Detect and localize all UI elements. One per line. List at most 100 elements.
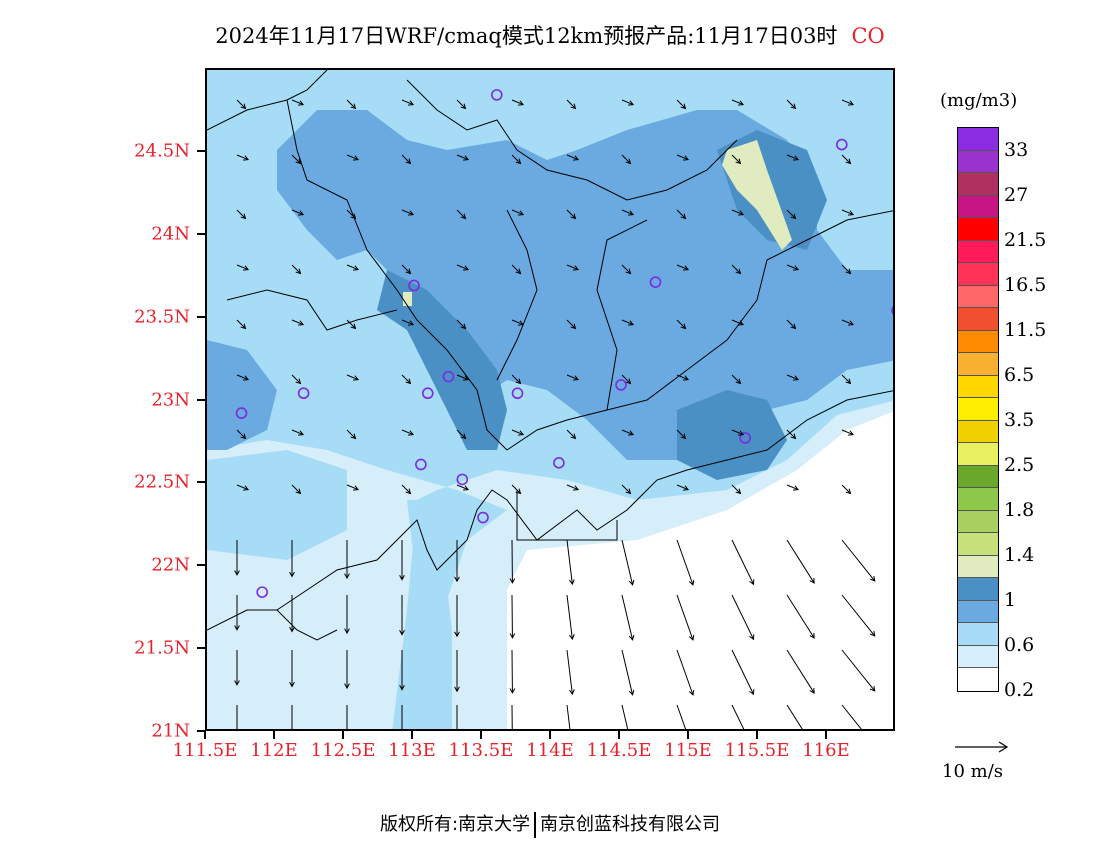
- wind-arrow-head: [573, 375, 580, 381]
- wind-arrow-head: [735, 488, 742, 495]
- wind-arrow: [456, 99, 466, 109]
- wind-arrow-head: [573, 485, 580, 491]
- wind-arrow-head: [408, 320, 415, 326]
- wind-arrow: [566, 649, 573, 695]
- wind-arrow: [236, 99, 246, 109]
- wind-arrow: [621, 154, 631, 164]
- wind-arrow: [566, 484, 579, 491]
- wind-arrow-head: [738, 430, 745, 436]
- wind-arrow: [841, 209, 854, 216]
- wind-arrow-head: [628, 100, 635, 106]
- wind-arrow-head: [295, 378, 302, 385]
- coastline-south: [207, 609, 338, 641]
- legend-swatch: [958, 420, 998, 443]
- wind-arrow: [346, 154, 359, 161]
- wind-arrow: [731, 374, 741, 384]
- wind-arrow-head: [809, 632, 815, 639]
- wind-arrow-head: [234, 680, 240, 686]
- lon-tick-label: 113.5E: [448, 740, 514, 761]
- wind-arrow-head: [289, 626, 295, 633]
- legend-swatch: [958, 375, 998, 398]
- legend-swatch: [958, 353, 998, 376]
- wind-arrow-head: [680, 323, 687, 330]
- wind-arrow-head: [628, 320, 635, 326]
- wind-arrow-head: [408, 100, 415, 106]
- wind-arrow: [566, 264, 579, 271]
- wind-arrow: [786, 154, 799, 161]
- wind-arrow: [456, 209, 466, 219]
- wind-arrow: [786, 704, 803, 729]
- legend-swatch: [958, 263, 998, 286]
- wind-arrow: [511, 319, 524, 326]
- wind-arrow: [566, 209, 576, 219]
- legend-swatch: [958, 195, 998, 218]
- legend-swatch: [958, 555, 998, 578]
- wind-arrow: [346, 99, 356, 109]
- station-marker: [553, 457, 565, 469]
- boundary-line: [506, 210, 893, 451]
- wind-arrow-head: [735, 378, 742, 385]
- wind-arrow: [511, 154, 521, 164]
- wind-arrow-head: [298, 100, 305, 106]
- lat-tick-mark: [197, 481, 205, 484]
- wind-arrow-head: [298, 320, 305, 326]
- wind-arrow-head: [515, 488, 522, 495]
- wind-arrow-head: [793, 155, 800, 161]
- wind-arrow-head: [688, 579, 695, 586]
- level-1-region-east: [677, 390, 787, 480]
- legend-swatch: [958, 510, 998, 533]
- wind-arrow-head: [845, 488, 852, 495]
- wind-arrow: [676, 209, 686, 219]
- legend-swatch: [958, 150, 998, 173]
- wind-arrow-head: [628, 634, 635, 641]
- wind-arrow: [566, 594, 573, 640]
- lon-tick-label: 111.5E: [172, 740, 238, 761]
- wind-arrow: [841, 594, 876, 637]
- station-marker: [739, 432, 752, 444]
- wind-arrow-head: [243, 375, 250, 381]
- wind-arrow: [566, 154, 579, 161]
- wind-arrow: [291, 374, 301, 384]
- wind-arrow-head: [350, 433, 357, 440]
- wind-arrow-head: [628, 210, 635, 216]
- wind-arrow-head: [243, 155, 250, 161]
- wind-arrow: [731, 99, 744, 106]
- legend-label: 0.6: [1004, 633, 1035, 656]
- legend-swatch: [958, 600, 998, 623]
- wind-arrow-head: [295, 158, 302, 165]
- wind-arrow: [621, 484, 631, 494]
- map-panel: [205, 68, 895, 731]
- wind-arrow-head: [793, 375, 800, 381]
- wind-reference-label: 10 m/s: [942, 761, 1003, 782]
- station-marker: [297, 387, 310, 400]
- wind-arrow: [676, 704, 687, 729]
- legend-swatch: [958, 488, 998, 511]
- wind-arrow: [731, 594, 754, 640]
- lon-tick-label: 114E: [526, 740, 574, 761]
- station-marker: [415, 458, 427, 471]
- boundary-line: [226, 289, 398, 331]
- wind-arrow: [346, 429, 356, 439]
- lat-tick-mark: [197, 564, 205, 567]
- legend-swatch: [958, 398, 998, 421]
- wind-arrow: [346, 374, 359, 381]
- wind-arrow-head: [749, 634, 755, 641]
- wind-arrow-head: [683, 155, 690, 161]
- wind-arrow: [566, 319, 576, 329]
- lat-tick-label: 21.5N: [134, 637, 190, 659]
- lon-tick-mark: [273, 731, 275, 739]
- wind-arrow-head: [625, 158, 632, 165]
- station-marker: [256, 586, 269, 598]
- wind-arrow: [621, 99, 634, 106]
- lon-tick-label: 115.5E: [724, 740, 790, 761]
- wind-arrow-head: [680, 433, 687, 440]
- wind-arrow: [676, 594, 694, 641]
- wind-arrow: [236, 484, 249, 491]
- wind-arrow-head: [738, 210, 745, 216]
- lat-tick-label: 21N: [151, 720, 190, 742]
- wind-arrow-head: [793, 265, 800, 271]
- wind-arrow: [456, 319, 466, 329]
- legend-unit: (mg/m3): [940, 90, 1018, 111]
- wind-arrow-head: [405, 158, 412, 165]
- wind-arrow: [346, 319, 356, 329]
